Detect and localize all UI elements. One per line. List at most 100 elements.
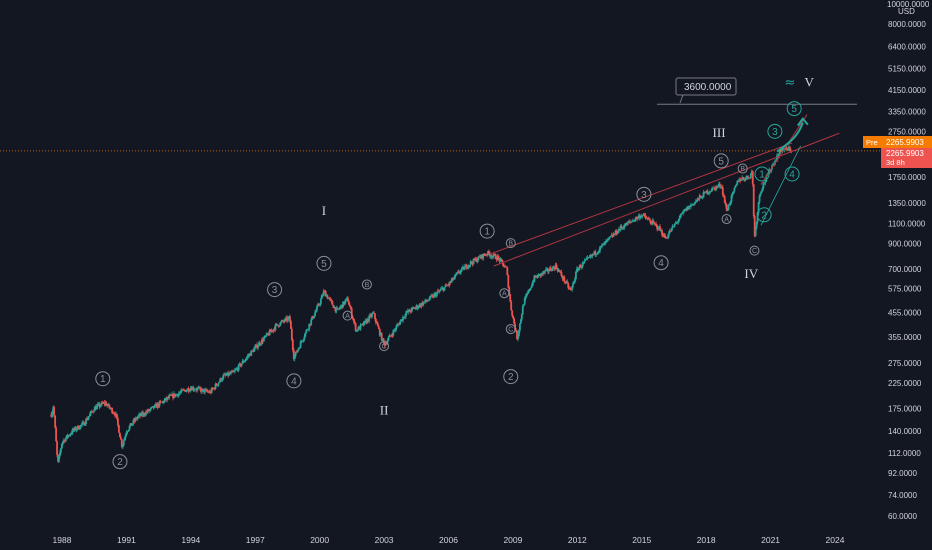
candle-body bbox=[665, 237, 668, 239]
candle-body bbox=[785, 147, 788, 149]
subwave-marker-circle bbox=[505, 238, 516, 249]
candle-body bbox=[643, 214, 646, 216]
primary-wave-label: III bbox=[713, 125, 726, 140]
candle-body bbox=[602, 243, 604, 246]
candle-body bbox=[499, 259, 502, 262]
candle-body bbox=[159, 401, 162, 403]
candle-body bbox=[151, 406, 154, 407]
candle-body bbox=[403, 316, 405, 318]
candle-body bbox=[681, 213, 684, 214]
candle-body bbox=[734, 186, 737, 189]
candle-body bbox=[784, 147, 787, 149]
candle-body bbox=[430, 295, 432, 297]
target-label-box[interactable] bbox=[675, 77, 737, 96]
candle-body bbox=[422, 302, 425, 306]
price-axis-tick-label: 2750.0000 bbox=[888, 127, 926, 136]
candle-body bbox=[260, 343, 262, 345]
candle-body bbox=[751, 171, 754, 185]
candle-body bbox=[367, 318, 370, 322]
price-axis-tick-label: 1350.0000 bbox=[888, 199, 926, 208]
candle-body bbox=[225, 375, 228, 376]
candle-body bbox=[276, 323, 279, 326]
wave-marker-circle bbox=[479, 223, 495, 239]
candle-body bbox=[68, 435, 71, 436]
candle-body bbox=[404, 312, 407, 317]
candle-body bbox=[691, 203, 694, 205]
candle-body bbox=[755, 222, 758, 229]
candle-body bbox=[153, 404, 156, 409]
candle-body bbox=[236, 368, 239, 371]
candle-body bbox=[777, 153, 780, 158]
candle-body bbox=[432, 295, 434, 298]
candle-body bbox=[160, 401, 163, 403]
candle-body bbox=[330, 299, 333, 302]
candle-body bbox=[71, 429, 74, 434]
candle-body bbox=[307, 329, 310, 330]
candle-body bbox=[452, 277, 455, 280]
candle-body bbox=[70, 433, 73, 435]
price-axis-tick-label: 6400.0000 bbox=[888, 42, 926, 51]
candle-body bbox=[647, 218, 650, 220]
candle-body bbox=[291, 339, 294, 351]
candle-body bbox=[158, 401, 161, 407]
price-axis[interactable]: 10000.0000 USD 8000.0000 6400.0000 5150.00… bbox=[887, 0, 930, 521]
trendlines-layer[interactable] bbox=[0, 103, 880, 267]
candle-body bbox=[559, 271, 562, 273]
candle-body bbox=[736, 180, 739, 185]
candle-body bbox=[116, 413, 118, 419]
primary-wave-label: IV bbox=[744, 266, 758, 281]
candle-body bbox=[60, 443, 63, 449]
candle-body bbox=[329, 298, 332, 300]
candle-body bbox=[466, 267, 469, 269]
wave-marker-label: 2 bbox=[508, 372, 514, 383]
candle-body bbox=[312, 316, 315, 319]
candle-body bbox=[764, 181, 767, 184]
time-axis[interactable]: 1988 1991 1994 1997 2000 2003 2006 2009 2012 2015… bbox=[53, 535, 845, 545]
candle-body bbox=[286, 317, 288, 321]
candle-body bbox=[641, 215, 644, 217]
candle-body bbox=[217, 382, 220, 386]
target-box[interactable]: 3600.0000 bbox=[675, 77, 737, 104]
candle-body bbox=[671, 226, 674, 229]
subwave-marker-circle bbox=[505, 324, 516, 335]
candle-body bbox=[644, 215, 647, 218]
candle-body bbox=[267, 333, 270, 336]
candle-body bbox=[170, 395, 172, 396]
candle-body bbox=[369, 314, 372, 316]
candle-body bbox=[383, 342, 386, 346]
candle-body bbox=[350, 308, 353, 317]
candle-body bbox=[462, 266, 465, 270]
candle-body bbox=[758, 195, 761, 203]
price-axis-tick-label: 8000.0000 bbox=[888, 20, 926, 29]
candle-body bbox=[327, 298, 330, 300]
candle-body bbox=[86, 418, 88, 421]
candle-body bbox=[485, 254, 487, 256]
subwave-marker-label: A bbox=[502, 291, 507, 298]
time-axis-tick-label: 2018 bbox=[697, 535, 716, 545]
candle-body bbox=[532, 281, 535, 283]
candle-body bbox=[703, 191, 706, 193]
candle-body bbox=[309, 323, 312, 325]
candle-body bbox=[678, 218, 681, 221]
candle-body bbox=[155, 404, 158, 408]
candle-body bbox=[610, 234, 613, 237]
lower-trendline[interactable] bbox=[493, 132, 840, 267]
candle-body bbox=[425, 299, 428, 302]
candle-body bbox=[131, 423, 134, 426]
candle-body bbox=[54, 415, 57, 428]
upper-trendline[interactable] bbox=[489, 142, 793, 255]
channel-line-lower[interactable] bbox=[760, 145, 802, 226]
candle-body bbox=[630, 221, 632, 223]
candle-body bbox=[82, 422, 85, 423]
subwave-marker-circle bbox=[737, 163, 748, 174]
subwave-marker-label: A bbox=[345, 313, 350, 320]
candles-layer bbox=[50, 145, 793, 464]
candle-body bbox=[186, 388, 189, 391]
candle-body bbox=[119, 437, 122, 440]
candle-body bbox=[517, 335, 519, 340]
candle-body bbox=[130, 423, 133, 426]
candle-body bbox=[728, 204, 731, 206]
time-axis-tick-label: 2009 bbox=[503, 535, 522, 545]
